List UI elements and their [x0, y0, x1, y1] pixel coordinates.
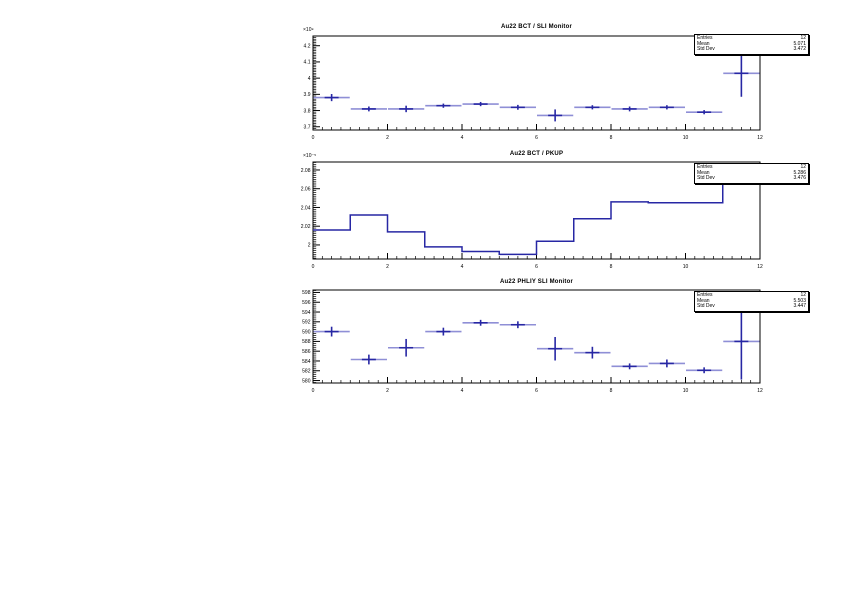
svg-text:4.1: 4.1 [304, 60, 311, 66]
stats-entries-value: 12 [800, 35, 806, 41]
x-axis-3: 0 2 4 6 8 10 12 [312, 377, 763, 394]
svg-text:2.08: 2.08 [301, 168, 311, 174]
svg-text:590: 590 [302, 329, 311, 335]
x-axis-2: 0 2 4 6 8 10 12 [312, 253, 763, 270]
stats-std-label: Std Dev [697, 46, 715, 53]
stats-entries-value: 12 [800, 292, 806, 298]
stats-mean-label: Mean [697, 40, 710, 47]
svg-text:3.7: 3.7 [304, 125, 311, 131]
stats-std-label: Std Dev [697, 303, 715, 310]
svg-text:2.04: 2.04 [301, 205, 311, 211]
svg-text:4: 4 [461, 264, 464, 270]
svg-text:588: 588 [302, 339, 311, 345]
stats-entries-row: Entries 12 [695, 35, 808, 42]
stats-entries-label: Entries [697, 164, 713, 170]
svg-text:6: 6 [535, 388, 538, 394]
svg-text:596: 596 [302, 300, 311, 306]
svg-text:0: 0 [312, 388, 315, 394]
stats-mean-row: Mean 5.503 [695, 297, 808, 305]
chart-title-2: Au22 BCT / PKUP [509, 151, 564, 157]
chart-title-1: Au22 BCT / SLI Monitor [500, 24, 573, 30]
svg-text:0: 0 [312, 264, 315, 270]
svg-text:6: 6 [535, 135, 538, 141]
svg-text:4: 4 [308, 76, 311, 82]
svg-text:2: 2 [386, 135, 389, 141]
panel-1: 3.7 3.8 3.9 4 4.1 4.2 0 2 4 6 8 10 12 [304, 35, 763, 141]
stats-mean-row: Mean 5.071 [695, 40, 808, 48]
stats-std-row: Std Dev 3.476 [695, 176, 808, 182]
svg-text:592: 592 [302, 320, 311, 326]
stats-box-1: Entries 12 Mean 5.071 Std Dev 3.472 [694, 34, 809, 55]
stats-entries-label: Entries [697, 35, 713, 41]
svg-text:12: 12 [757, 264, 763, 270]
panel-2: 2 2.02 2.04 2.06 2.08 0 2 4 6 8 10 12 [301, 161, 763, 270]
svg-text:8: 8 [610, 264, 613, 270]
stats-mean-value: 5.286 [793, 169, 806, 176]
svg-text:0: 0 [312, 135, 315, 141]
y-axis-exponent-1: ×10⁹ [303, 27, 314, 33]
svg-text:586: 586 [302, 349, 311, 355]
svg-text:2: 2 [308, 243, 311, 249]
stats-std-value: 3.472 [793, 46, 806, 53]
svg-text:6: 6 [535, 264, 538, 270]
stats-entries-value: 12 [800, 164, 806, 170]
svg-text:8: 8 [610, 388, 613, 394]
svg-text:3.8: 3.8 [304, 108, 311, 114]
stats-box-3: Entries 12 Mean 5.503 Std Dev 3.447 [694, 291, 809, 312]
stats-box-2: Entries 12 Mean 5.286 Std Dev 3.476 [694, 163, 809, 184]
svg-text:4: 4 [461, 135, 464, 141]
svg-text:10: 10 [683, 264, 689, 270]
y-axis-exponent-2: ×10⁻⁵ [303, 153, 317, 159]
stats-entries-row: Entries 12 [695, 292, 808, 299]
data-series-1 [313, 49, 760, 122]
svg-text:4: 4 [461, 388, 464, 394]
svg-text:12: 12 [757, 388, 763, 394]
y-axis-2: 2 2.02 2.04 2.06 2.08 [301, 162, 320, 259]
stats-std-value: 3.447 [793, 303, 806, 310]
stats-std-row: Std Dev 3.472 [695, 47, 808, 53]
stats-mean-label: Mean [697, 297, 710, 304]
svg-text:584: 584 [302, 359, 311, 365]
svg-text:598: 598 [302, 290, 311, 296]
svg-text:8: 8 [610, 135, 613, 141]
stats-std-value: 3.476 [793, 175, 806, 182]
stats-mean-label: Mean [697, 169, 710, 176]
stats-entries-row: Entries 12 [695, 164, 808, 171]
data-series-3 [313, 303, 760, 380]
stats-std-row: Std Dev 3.447 [695, 304, 808, 310]
svg-text:582: 582 [302, 369, 311, 375]
y-axis-1: 3.7 3.8 3.9 4 4.1 4.2 [304, 35, 320, 131]
stats-entries-label: Entries [697, 292, 713, 298]
panel-3: 580 582 584 586 588 590 592 594 596 598 0 2 4 6 8 10 12 [302, 289, 763, 394]
svg-text:3.9: 3.9 [304, 92, 311, 98]
y-axis-3: 580 582 584 586 588 590 592 594 596 598 [302, 290, 320, 384]
svg-text:10: 10 [683, 388, 689, 394]
svg-text:594: 594 [302, 310, 311, 316]
x-axis-1: 0 2 4 6 8 10 12 [312, 124, 763, 141]
stats-mean-value: 5.071 [793, 40, 806, 47]
svg-text:12: 12 [757, 135, 763, 141]
chart-title-3: Au22 PHLIY SLI Monitor [500, 279, 573, 285]
stats-std-label: Std Dev [697, 175, 715, 182]
svg-text:2: 2 [386, 264, 389, 270]
stats-mean-row: Mean 5.286 [695, 169, 808, 177]
svg-text:10: 10 [683, 135, 689, 141]
svg-text:2.02: 2.02 [301, 224, 311, 230]
data-series-2 [313, 178, 760, 256]
svg-text:4.2: 4.2 [304, 44, 311, 50]
svg-text:580: 580 [302, 378, 311, 384]
stats-mean-value: 5.503 [793, 297, 806, 304]
svg-text:2.06: 2.06 [301, 187, 311, 193]
svg-text:2: 2 [386, 388, 389, 394]
